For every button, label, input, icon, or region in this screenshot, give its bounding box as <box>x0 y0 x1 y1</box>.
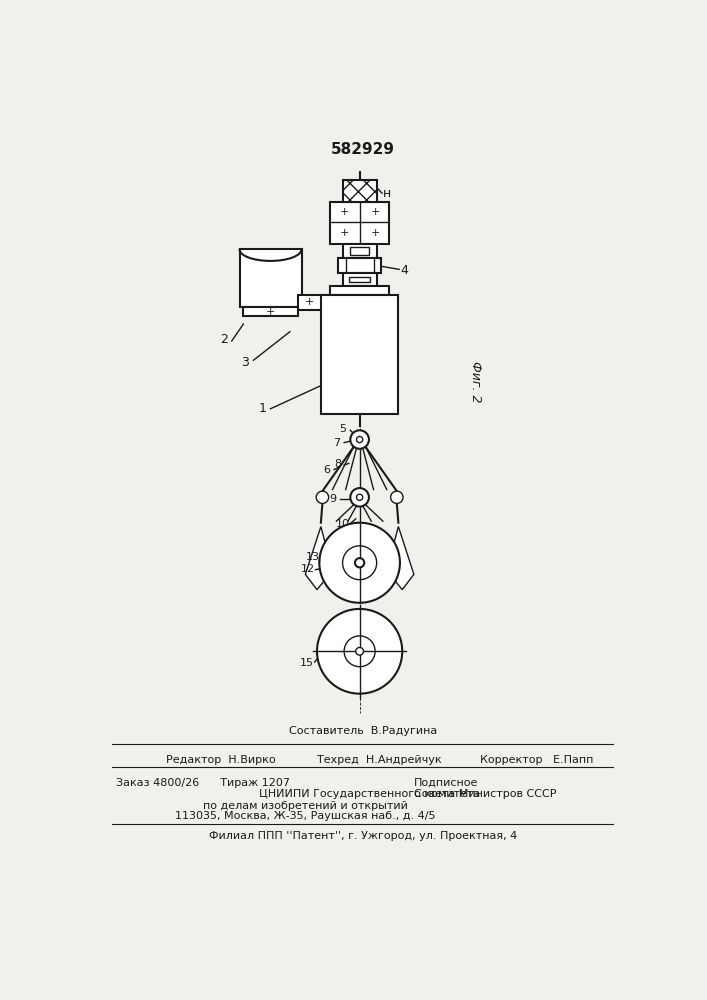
Text: 5: 5 <box>339 424 346 434</box>
Circle shape <box>351 430 369 449</box>
Bar <box>330 286 389 295</box>
Text: +: + <box>339 228 349 238</box>
Text: +: + <box>339 207 349 217</box>
Text: 12: 12 <box>300 564 315 574</box>
Bar <box>243 307 298 316</box>
Circle shape <box>391 491 403 503</box>
Text: 10: 10 <box>336 519 349 529</box>
Circle shape <box>355 558 364 567</box>
Bar <box>321 295 398 414</box>
Text: Филиал ППП ''Патент'', г. Ужгород, ул. Проектная, 4: Филиал ППП ''Патент'', г. Ужгород, ул. П… <box>209 831 517 841</box>
Text: Техред  Н.Андрейчук: Техред Н.Андрейчук <box>317 755 442 765</box>
Text: 113035, Москва, Ж-35, Раушская наб., д. 4/5: 113035, Москва, Ж-35, Раушская наб., д. … <box>175 811 436 821</box>
Text: Совета Министров СССР: Совета Министров СССР <box>414 789 556 799</box>
Text: 6: 6 <box>324 465 331 475</box>
Text: 2: 2 <box>220 333 228 346</box>
Text: 7: 7 <box>333 438 340 448</box>
Text: 8: 8 <box>334 459 341 469</box>
Bar <box>330 202 389 244</box>
Text: Подписное: Подписное <box>414 778 478 788</box>
Text: ЦНИИПИ Государственного комитета: ЦНИИПИ Государственного комитета <box>259 789 480 799</box>
Bar <box>343 273 377 286</box>
Circle shape <box>316 491 329 503</box>
Text: Заказ 4800/26      Тираж 1207: Заказ 4800/26 Тираж 1207 <box>115 778 289 788</box>
Text: Составитель  В.Радугина: Составитель В.Радугина <box>288 726 437 736</box>
Text: 4: 4 <box>400 264 408 277</box>
Text: Редактор  Н.Вирко: Редактор Н.Вирко <box>166 755 276 765</box>
Text: +: + <box>266 307 275 317</box>
Text: +: + <box>370 207 380 217</box>
Polygon shape <box>387 527 414 590</box>
Circle shape <box>320 523 400 603</box>
Polygon shape <box>305 527 332 590</box>
Text: по делам изобретений и открытий: по делам изобретений и открытий <box>203 801 408 811</box>
Text: 1: 1 <box>259 402 267 415</box>
Circle shape <box>317 609 402 694</box>
Text: н: н <box>383 187 391 200</box>
Circle shape <box>344 636 375 667</box>
Circle shape <box>356 436 363 443</box>
Bar <box>351 247 369 255</box>
Text: Корректор   Е.Папп: Корректор Е.Папп <box>480 755 593 765</box>
Circle shape <box>356 647 363 655</box>
Text: Фиг. 2: Фиг. 2 <box>469 361 482 403</box>
Bar <box>240 249 301 307</box>
Text: 582929: 582929 <box>331 142 395 157</box>
Text: 3: 3 <box>241 356 249 369</box>
Text: +: + <box>305 297 314 307</box>
Text: +: + <box>320 297 329 307</box>
Circle shape <box>343 546 377 580</box>
Bar <box>338 258 381 273</box>
Circle shape <box>351 488 369 507</box>
Bar <box>343 180 377 202</box>
Text: +: + <box>370 228 380 238</box>
Circle shape <box>356 494 363 500</box>
Text: 9: 9 <box>329 494 336 504</box>
Bar <box>349 277 370 282</box>
Text: 15: 15 <box>300 658 314 668</box>
Bar <box>298 295 334 310</box>
Text: 13: 13 <box>306 552 320 562</box>
Bar <box>343 244 377 258</box>
